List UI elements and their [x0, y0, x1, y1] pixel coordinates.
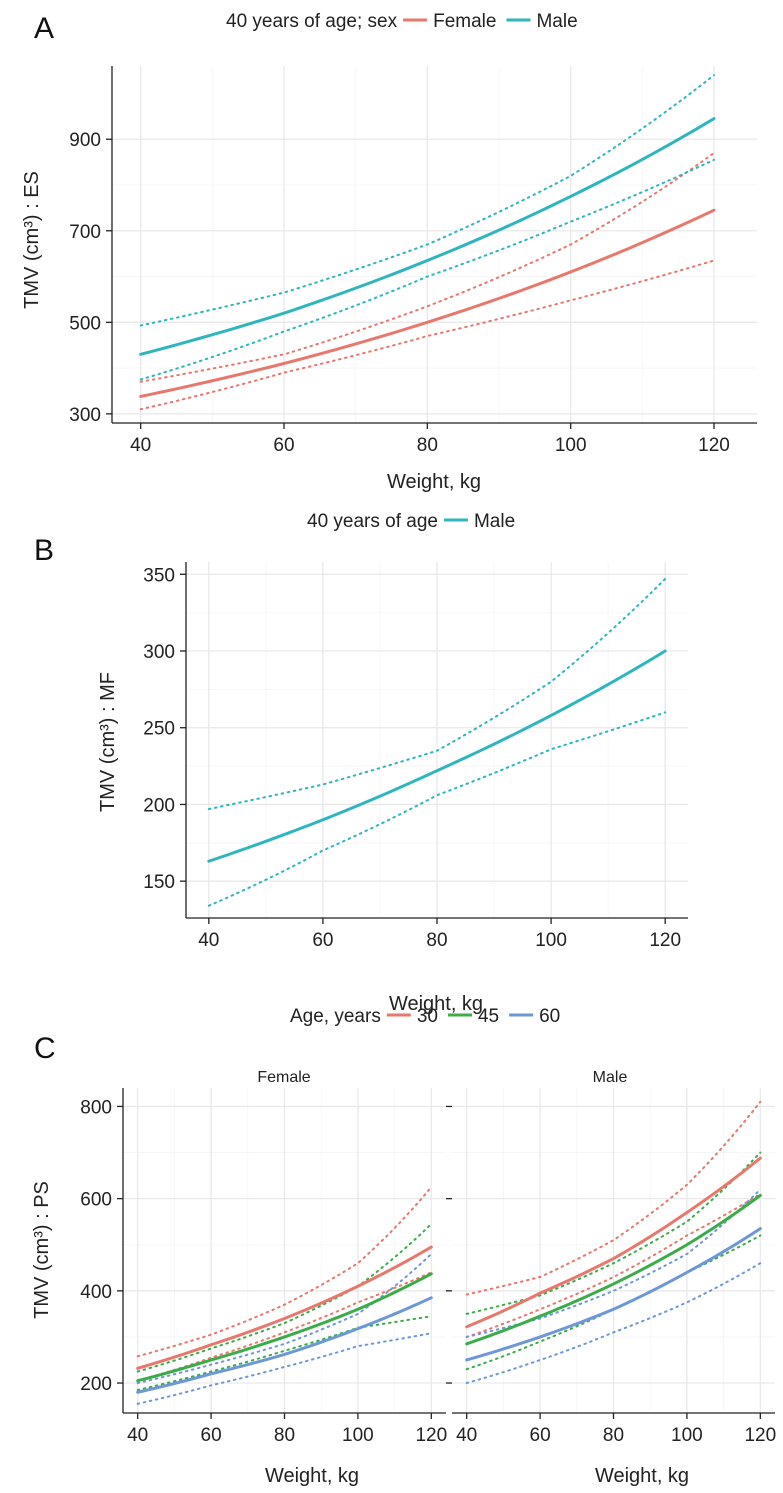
panel-c-male-x-tick-label: 120: [744, 1425, 776, 1446]
panel-b: B 40 years of age Male 40 60 80 100 120 150 200…: [34, 511, 688, 1015]
panel-c-male-x-tick-label: 100: [671, 1425, 703, 1446]
panel-c-male-xlabel: Weight, kg: [595, 1465, 689, 1487]
panel-a: A 40 years of age; sex Female Male 40 60 80 1…: [21, 11, 757, 493]
panel-b-plot: 40 60 80 100 120 150 200 250 300 350: [143, 562, 688, 951]
panel-b-legend-label-male: Male: [474, 511, 515, 532]
panel-b-y-tick-label: 150: [143, 872, 175, 893]
panel-c-legend-label-30: 30: [417, 1006, 438, 1027]
panel-a-x-tick-label: 60: [273, 435, 294, 456]
panel-c-legend-label-60: 60: [539, 1006, 560, 1027]
panel-c-female-y-tick-label: 800: [80, 1097, 112, 1118]
panel-c: C Age, years 30 45 60 Female Male 40 60 80 100…: [31, 1006, 776, 1487]
panel-a-series-female-upper-ci: [139, 151, 715, 383]
panel-a-plot: 40 60 80 100 120 300 500 700 900: [69, 66, 757, 456]
panel-c-female-plot: 40 60 80 100 120 200 400 600 800: [80, 1088, 447, 1446]
panel-c-male-series-45-lower-ci: [465, 1234, 762, 1371]
panel-c-female-series-45-upper-ci: [136, 1222, 433, 1373]
panel-a-legend-title: 40 years of age; sex: [226, 11, 398, 32]
panel-b-x-tick-label: 40: [198, 930, 219, 951]
panel-a-y-tick-label: 300: [69, 405, 101, 426]
panel-c-male-series-30-upper-ci: [465, 1100, 762, 1296]
panel-a-legend-label-male: Male: [536, 11, 577, 32]
panel-a-series-female-lower-ci: [139, 259, 715, 411]
panel-c-ylabel: TMV (cm³) : PS: [31, 1181, 53, 1319]
panel-c-female-series-60-fit: [136, 1296, 433, 1394]
panel-a-series-male-upper-ci: [139, 74, 715, 327]
panel-a-y-tick-label: 900: [69, 130, 101, 151]
panel-c-legend-label-45: 45: [478, 1006, 499, 1027]
panel-b-y-tick-label: 350: [143, 565, 175, 586]
panel-b-y-tick-label: 250: [143, 719, 175, 740]
panel-a-xlabel: Weight, kg: [387, 471, 481, 493]
panel-a-y-tick-label: 700: [69, 222, 101, 243]
panel-c-facet-male-label: Male: [593, 1069, 628, 1086]
panel-c-female-x-tick-label: 120: [415, 1425, 447, 1446]
panel-a-x-tick-label: 40: [130, 435, 151, 456]
panel-c-female-y-tick-label: 200: [80, 1374, 112, 1395]
panel-b-legend: 40 years of age Male: [307, 511, 515, 532]
panel-b-ylabel: TMV (cm³) : MF: [97, 672, 119, 812]
panel-c-male-series-60-fit: [465, 1227, 762, 1362]
panel-a-legend-label-female: Female: [433, 11, 496, 32]
panel-b-x-tick-label: 100: [535, 930, 567, 951]
panel-c-female-series-30-fit: [136, 1245, 433, 1370]
panel-c-female-x-tick-label: 40: [127, 1425, 148, 1446]
panel-a-series-male-fit: [139, 117, 716, 356]
panel-a-legend: 40 years of age; sex Female Male: [226, 11, 578, 32]
panel-b-x-tick-label: 60: [312, 930, 333, 951]
panel-b-series-male-fit: [207, 649, 667, 863]
panel-c-male-x-tick-label: 60: [530, 1425, 551, 1446]
panel-c-male-series-30-lower-ci: [465, 1193, 762, 1338]
panel-c-letter: C: [34, 1032, 56, 1065]
panel-c-male-x-tick-label: 80: [603, 1425, 624, 1446]
panel-a-letter: A: [34, 12, 54, 45]
panel-c-female-x-tick-label: 80: [274, 1425, 295, 1446]
panel-c-female-series-45-lower-ci: [136, 1315, 433, 1391]
panel-c-male-series-60-lower-ci: [465, 1262, 762, 1385]
panel-c-male-x-tick-label: 40: [456, 1425, 477, 1446]
panel-c-female-series-45-fit: [136, 1272, 433, 1383]
panel-c-female-xlabel: Weight, kg: [265, 1465, 359, 1487]
panel-c-male-series-30-fit: [465, 1156, 762, 1329]
panel-b-series-male-lower-ci: [207, 711, 667, 907]
panel-c-male-series-45-fit: [465, 1193, 762, 1346]
panel-c-male-series-45-upper-ci: [465, 1151, 762, 1315]
panel-a-series-female-fit: [139, 208, 716, 398]
panel-c-legend: Age, years 30 45 60: [290, 1006, 560, 1027]
panel-b-x-tick-label: 120: [649, 930, 681, 951]
panel-c-female-x-tick-label: 60: [201, 1425, 222, 1446]
panel-c-female-series-30-upper-ci: [136, 1186, 433, 1358]
panel-c-female-series-60-upper-ci: [136, 1252, 433, 1385]
panel-b-legend-title: 40 years of age: [307, 511, 438, 532]
panel-c-facet-female-label: Female: [257, 1069, 310, 1086]
panel-a-x-tick-label: 80: [417, 435, 438, 456]
panel-a-y-tick-label: 500: [69, 313, 101, 334]
panel-b-x-tick-label: 80: [426, 930, 447, 951]
panel-b-xlabel: Weight, kg: [389, 993, 483, 1015]
panel-b-series-male-upper-ci: [207, 577, 667, 811]
panel-a-series-male-lower-ci: [139, 158, 715, 381]
panel-a-x-tick-label: 120: [698, 435, 730, 456]
panel-c-female-x-tick-label: 100: [342, 1425, 374, 1446]
panel-c-female-series-60-lower-ci: [136, 1332, 433, 1405]
panel-b-y-tick-label: 300: [143, 642, 175, 663]
panel-c-male-plot: 40 60 80 100 120: [446, 1088, 776, 1446]
panel-b-letter: B: [34, 534, 54, 567]
panel-c-female-y-tick-label: 400: [80, 1282, 112, 1303]
panel-c-legend-title: Age, years: [290, 1006, 381, 1027]
panel-b-y-tick-label: 200: [143, 795, 175, 816]
panel-a-ylabel: TMV (cm³) : ES: [21, 171, 43, 309]
panel-c-female-y-tick-label: 600: [80, 1190, 112, 1211]
panel-a-x-tick-label: 100: [555, 435, 587, 456]
